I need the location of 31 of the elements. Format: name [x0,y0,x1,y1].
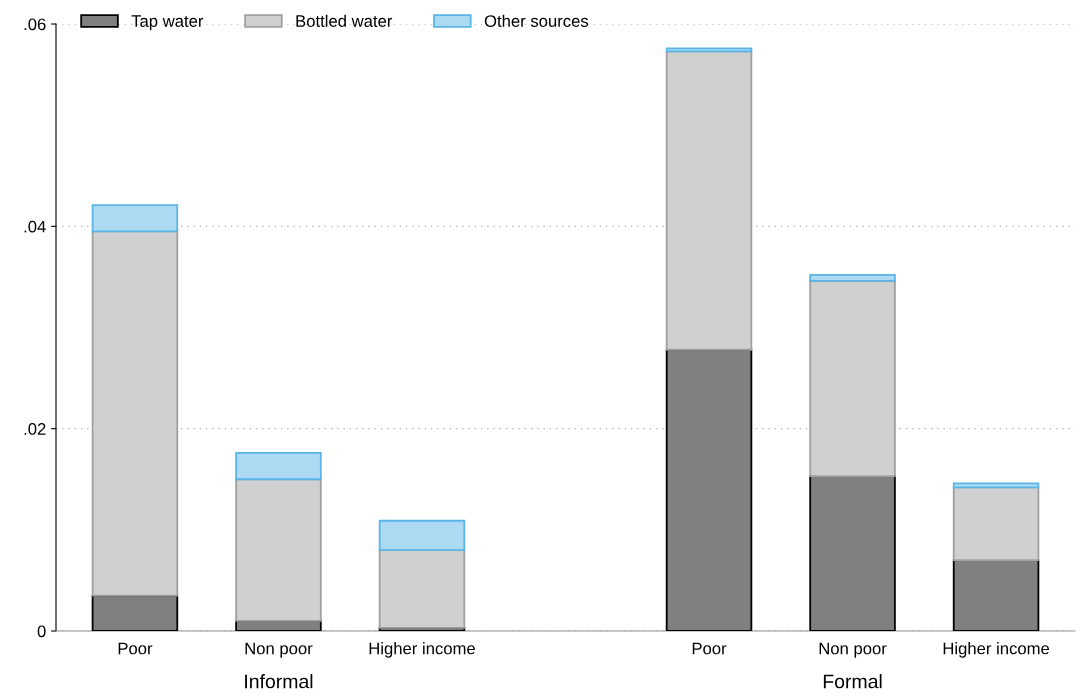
x-tick-label: Non poor [245,642,313,658]
bar [809,475,896,631]
legend-label: Bottled water [296,14,393,27]
x-tick-label: Higher income [943,642,1050,658]
y-tick-label: .02 [24,423,46,435]
bar [91,204,179,233]
bar [952,559,1040,631]
bar [665,50,753,351]
x-tick-label: Non poor [819,642,887,658]
bar [378,549,466,629]
bar [235,478,322,622]
bar [952,486,1040,562]
bar [378,519,466,551]
text: Formal [823,674,882,689]
bar [665,348,753,631]
bar [809,273,896,282]
bar [952,482,1040,489]
x-tick-label: Poor [118,642,153,655]
x-tick-label: Poor [692,642,727,655]
legend-label: Tap water [131,15,204,31]
bar [665,47,753,53]
bar [91,594,179,631]
y-tick-label: .06 [24,18,46,31]
y-tick-label: 0 [37,625,46,638]
text: Informal [245,674,313,689]
bar [91,230,179,597]
y-tick-label: .04 [24,220,46,233]
bar [809,280,896,478]
bar [235,452,322,481]
x-tick-label: Higher income [369,642,475,658]
legend-label: Other sources [484,14,589,27]
